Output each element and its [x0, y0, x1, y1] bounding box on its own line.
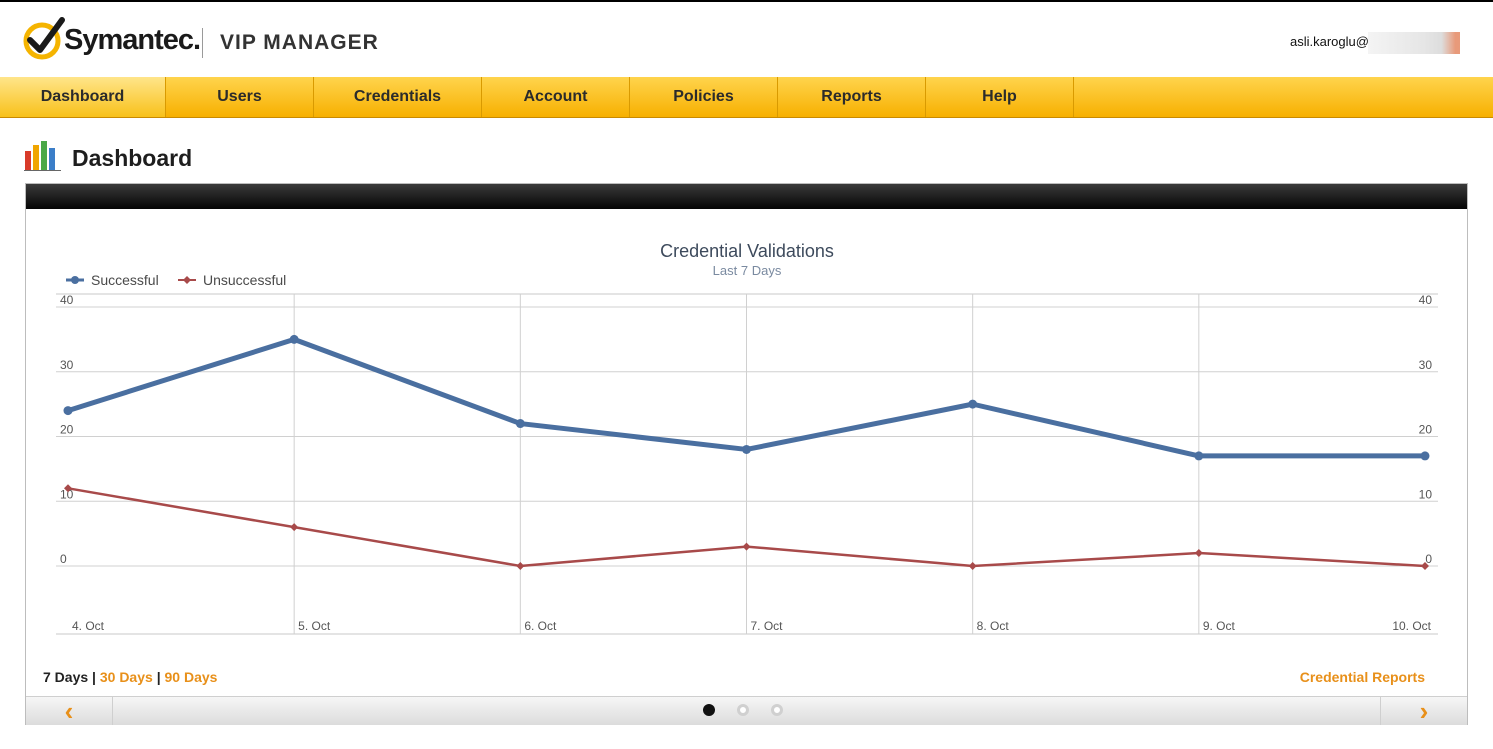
legend-label-successful: Successful — [91, 272, 159, 288]
chart-subtitle: Last 7 Days — [713, 263, 782, 278]
nav-dashboard[interactable]: Dashboard — [0, 77, 166, 117]
data-point-successful — [515, 419, 525, 429]
legend-label-unsuccessful: Unsuccessful — [203, 272, 286, 288]
chart-axes: 0 0 10 10 20 20 30 30 40 40 4. Oct 5. Oct 6. Oct 7. O… — [60, 293, 1432, 633]
nav-policies[interactable]: Policies — [630, 77, 778, 117]
data-point-unsuccessful — [742, 542, 751, 551]
page-title: Dashboard — [72, 145, 193, 171]
data-point-successful — [63, 406, 73, 416]
carousel-dot-2[interactable] — [737, 704, 749, 716]
y-tick-label-right: 30 — [1419, 358, 1433, 372]
symantec-checkmark-logo — [23, 17, 65, 60]
nav-credentials[interactable]: Credentials — [314, 77, 482, 117]
chart-legend: Successful Unsuccessful — [66, 272, 286, 288]
time-range-selector: 7 Days | 30 Days | 90 Days — [43, 669, 217, 685]
chart-series — [63, 334, 1430, 570]
y-tick-label-right: 20 — [1419, 423, 1433, 437]
credential-reports-link[interactable]: Credential Reports — [1299, 669, 1425, 685]
data-point-unsuccessful — [968, 562, 977, 570]
product-name: VIP MANAGER — [220, 31, 379, 54]
y-tick-label-right: 0 — [1425, 552, 1432, 566]
range-90-days[interactable]: 90 Days — [164, 669, 218, 685]
legend-marker-unsuccessful — [183, 276, 191, 284]
y-tick-label-left: 20 — [60, 423, 74, 437]
y-tick-label-left: 0 — [60, 552, 67, 566]
user-account[interactable]: asli.karoglu@ — [1290, 34, 1369, 49]
range-30-days[interactable]: 30 Days — [99, 669, 153, 685]
data-point-successful — [289, 334, 299, 344]
credential-validations-chart: Credential Validations Last 7 Days Succe… — [56, 241, 1438, 635]
data-point-unsuccessful — [516, 562, 525, 570]
carousel-footer: ‹ › — [26, 696, 1467, 725]
data-point-successful — [1194, 451, 1204, 461]
data-point-unsuccessful — [290, 523, 299, 532]
range-separator: | — [92, 669, 96, 685]
chart-grid — [56, 293, 1438, 635]
prev-arrow-icon[interactable]: ‹ — [26, 697, 113, 725]
x-tick-label: 6. Oct — [524, 619, 557, 633]
x-tick-label: 8. Oct — [977, 619, 1010, 633]
carousel-dots — [703, 703, 805, 721]
data-point-unsuccessful — [1421, 562, 1429, 570]
data-point-successful — [968, 399, 978, 409]
nav-reports[interactable]: Reports — [778, 77, 926, 117]
bar-chart-icon — [24, 141, 61, 171]
data-point-successful — [1420, 451, 1430, 461]
carousel-dot-1[interactable] — [703, 704, 715, 716]
y-tick-label-right: 10 — [1419, 487, 1433, 501]
app-header: Symantec. VIP MANAGER asli.karoglu@ — [0, 2, 1493, 77]
nav-account[interactable]: Account — [482, 77, 630, 117]
top-border — [0, 0, 1493, 2]
chart-title: Credential Validations — [660, 241, 834, 261]
redacted-user-domain — [1368, 32, 1460, 54]
y-tick-label-left: 40 — [60, 293, 74, 307]
x-tick-label: 7. Oct — [751, 619, 784, 633]
main-nav: Dashboard Users Credentials Account Poli… — [0, 77, 1493, 118]
nav-help[interactable]: Help — [926, 77, 1074, 117]
nav-users[interactable]: Users — [166, 77, 314, 117]
y-tick-label-right: 40 — [1419, 293, 1433, 307]
x-tick-label: 5. Oct — [298, 619, 331, 633]
y-tick-label-left: 10 — [60, 487, 74, 501]
y-tick-label-left: 30 — [60, 358, 74, 372]
x-tick-label: 9. Oct — [1203, 619, 1236, 633]
brand-name: Symantec. — [64, 24, 201, 56]
legend-marker-successful — [71, 276, 79, 284]
carousel-dot-3[interactable] — [771, 704, 783, 716]
data-point-unsuccessful — [64, 484, 72, 493]
brand-divider — [202, 28, 203, 58]
x-tick-label: 10. Oct — [1392, 619, 1431, 633]
range-separator: | — [156, 669, 161, 685]
range-7-days[interactable]: 7 Days — [43, 669, 89, 685]
panel-header-bar — [26, 184, 1467, 209]
data-point-unsuccessful — [1194, 549, 1203, 558]
dashboard-panel: Credential Validations Last 7 Days Succe… — [25, 183, 1468, 725]
x-tick-label: 4. Oct — [72, 619, 105, 633]
data-point-successful — [742, 444, 751, 454]
next-arrow-icon[interactable]: › — [1380, 697, 1467, 725]
